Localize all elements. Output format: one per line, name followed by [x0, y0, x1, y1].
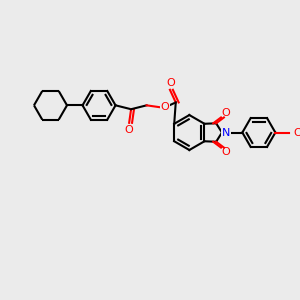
- Text: O: O: [167, 78, 175, 88]
- Text: O: O: [125, 124, 134, 135]
- Text: O: O: [161, 102, 170, 112]
- Text: N: N: [222, 128, 230, 137]
- Text: O: O: [221, 147, 230, 158]
- Text: O: O: [221, 108, 230, 118]
- Text: O: O: [293, 128, 300, 137]
